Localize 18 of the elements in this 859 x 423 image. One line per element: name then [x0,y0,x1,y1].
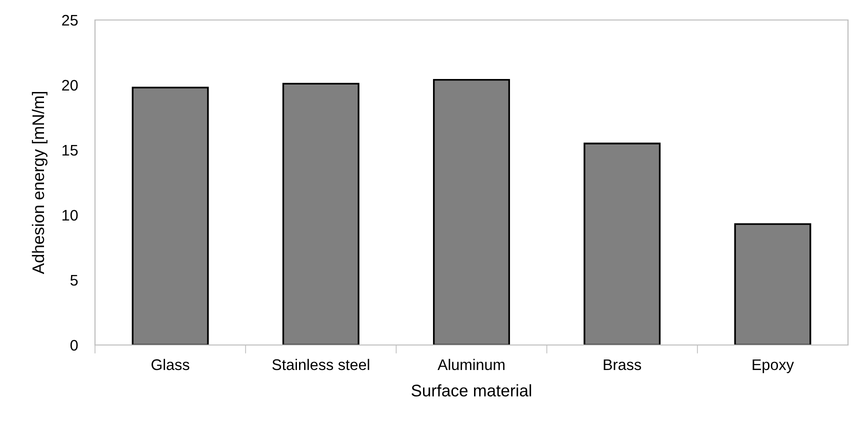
y-axis-title: Adhesion energy [mN/m] [32,92,48,274]
x-tick-label: Brass [604,359,642,370]
bar [433,78,510,345]
y-tick-label: 10 [62,210,78,221]
y-tick-label: 20 [62,80,78,91]
y-tick-label: 0 [70,340,78,351]
x-tick-label: Aluminum [438,358,504,370]
x-axis-title: Surface material [412,384,532,396]
bar [282,82,360,345]
bar [734,223,812,345]
y-tick-label: 25 [62,14,78,26]
y-tick-label: 5 [70,275,78,286]
y-tick-label: 15 [62,145,78,156]
bar [584,142,661,345]
bar [132,86,209,345]
x-tick-label: Glass [152,358,190,370]
x-tick-label: Stainless steel [272,358,370,370]
x-tick-label: Epoxy [752,359,794,374]
